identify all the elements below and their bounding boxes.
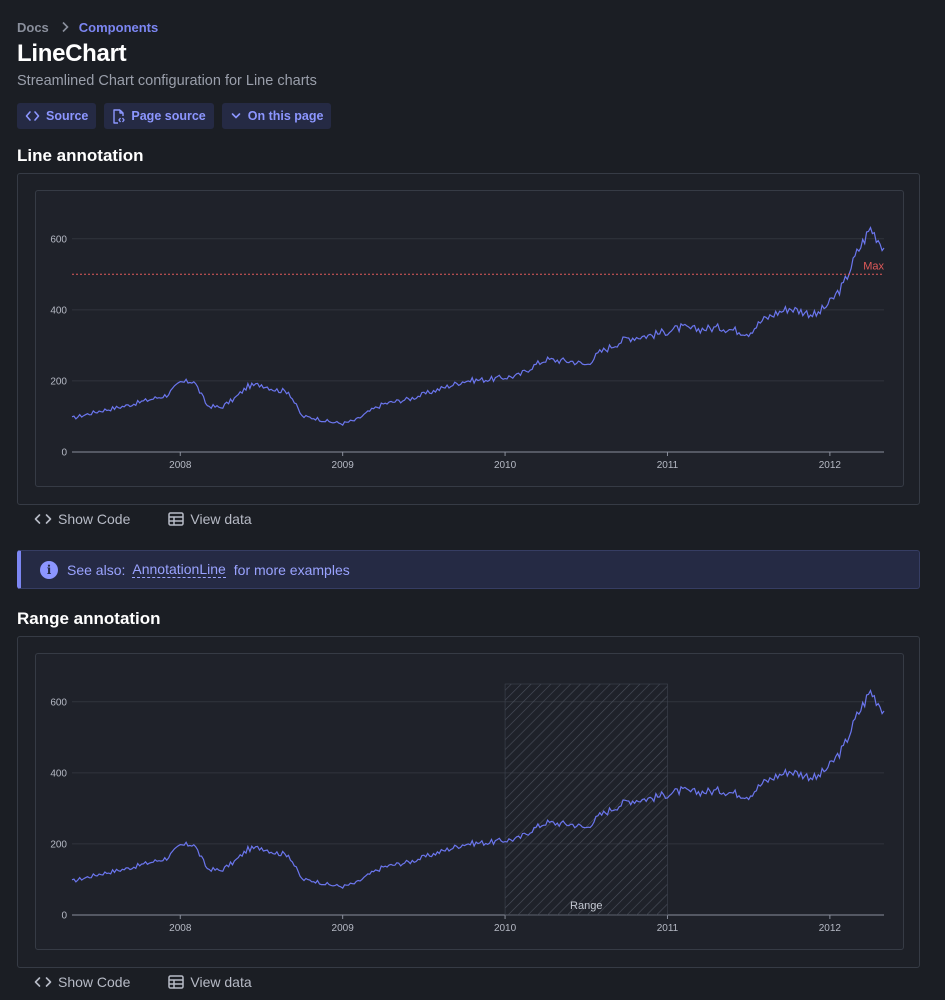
- view-data-label: View data: [190, 974, 252, 990]
- see-also-note: i See also: AnnotationLine for more exam…: [17, 550, 920, 589]
- y-tick-label: 200: [50, 839, 67, 850]
- series-line: [71, 226, 885, 426]
- y-tick-label: 0: [61, 911, 67, 922]
- x-tick-label: 2009: [332, 923, 355, 934]
- line-chart-container: 0 200 400 600 2008 2009 2010 2011 2012 Max: [35, 190, 904, 487]
- x-tick-label: 2010: [494, 460, 517, 471]
- x-tick-label: 2012: [819, 460, 842, 471]
- page-source-button-label: Page source: [131, 109, 206, 123]
- chevron-right-icon: [61, 21, 69, 33]
- series-line: [71, 689, 885, 889]
- show-code-button[interactable]: Show Code: [34, 511, 130, 527]
- breadcrumb: Docs Components: [17, 19, 158, 35]
- view-data-label: View data: [190, 511, 252, 527]
- note-prefix: See also:: [67, 561, 126, 578]
- y-tick-label: 400: [50, 305, 67, 316]
- y-tick-label: 600: [50, 234, 67, 245]
- breadcrumb-docs-link[interactable]: Docs: [17, 19, 49, 35]
- source-button-label: Source: [46, 109, 89, 123]
- code-icon: [25, 110, 40, 122]
- range-annotation-label: Range: [570, 900, 602, 912]
- chevron-down-icon: [230, 111, 242, 121]
- file-code-icon: [112, 108, 126, 124]
- on-this-page-button-label: On this page: [247, 109, 324, 123]
- x-tick-label: 2012: [819, 923, 842, 934]
- line-annotation-actions: Show Code View data: [34, 511, 252, 527]
- range-annotation-chart: 0 200 400 600 2008 2009 2010 2011 2012 Range: [50, 683, 885, 934]
- y-tick-label: 400: [50, 768, 67, 779]
- page-source-button[interactable]: Page source: [104, 103, 214, 129]
- line-annotation-demo: 0 200 400 600 2008 2009 2010 2011 2012 Max: [17, 173, 920, 505]
- info-icon: i: [40, 560, 58, 579]
- view-data-button[interactable]: View data: [168, 974, 252, 990]
- table-icon: [168, 512, 185, 526]
- range-annotation-demo: 0 200 400 600 2008 2009 2010 2011 2012 Range: [17, 636, 920, 968]
- x-tick-label: 2008: [169, 923, 192, 934]
- x-tick-label: 2008: [169, 460, 192, 471]
- table-icon: [168, 975, 185, 989]
- x-tick-label: 2010: [494, 923, 517, 934]
- page-title: LineChart: [17, 40, 127, 67]
- section-title-line-annotation: Line annotation: [17, 146, 144, 165]
- y-tick-label: 200: [50, 376, 67, 387]
- y-tick-label: 600: [50, 697, 67, 708]
- page-actions: Source Page source On this page: [17, 103, 332, 129]
- line-annotation-chart: 0 200 400 600 2008 2009 2010 2011 2012 Max: [50, 226, 885, 471]
- breadcrumb-components-link[interactable]: Components: [78, 19, 159, 35]
- x-tick-label: 2011: [657, 923, 679, 934]
- x-tick-label: 2011: [657, 460, 679, 471]
- source-button[interactable]: Source: [17, 103, 97, 129]
- range-chart-container: 0 200 400 600 2008 2009 2010 2011 2012 Range: [35, 653, 904, 950]
- on-this-page-button[interactable]: On this page: [221, 103, 332, 129]
- code-icon: [34, 976, 52, 988]
- code-icon: [34, 513, 52, 525]
- annotation-line-link[interactable]: AnnotationLine: [132, 561, 226, 578]
- section-title-range-annotation: Range annotation: [17, 609, 161, 628]
- note-suffix: for more examples: [233, 561, 350, 578]
- view-data-button[interactable]: View data: [168, 511, 252, 527]
- page-subtitle: Streamlined Chart configuration for Line…: [17, 73, 317, 89]
- show-code-button[interactable]: Show Code: [34, 974, 130, 990]
- range-annotation-area: [504, 683, 668, 916]
- x-tick-label: 2009: [332, 460, 355, 471]
- y-tick-label: 0: [61, 448, 67, 459]
- show-code-label: Show Code: [58, 974, 131, 990]
- range-annotation-actions: Show Code View data: [34, 974, 252, 990]
- max-annotation-label: Max: [863, 260, 884, 272]
- show-code-label: Show Code: [58, 511, 131, 527]
